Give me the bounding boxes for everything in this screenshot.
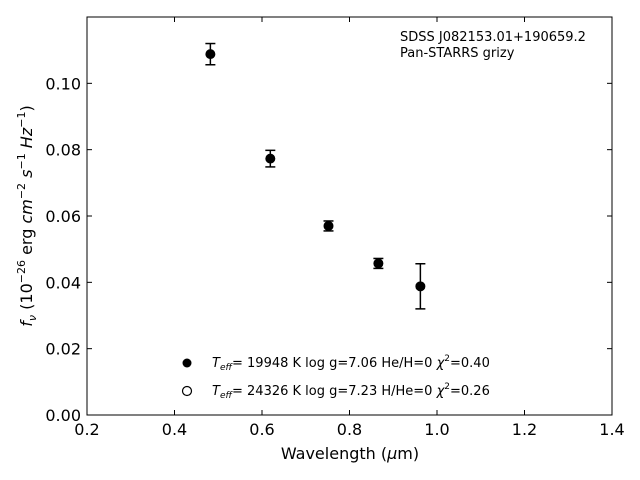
data-point xyxy=(415,281,426,292)
y-tick-label: 0.10 xyxy=(45,74,81,93)
data-point xyxy=(373,258,384,269)
y-tick-label: 0.06 xyxy=(45,207,81,226)
legend-marker-open xyxy=(181,385,193,397)
plot-area xyxy=(86,16,613,416)
x-tick-label: 0.8 xyxy=(337,420,362,439)
legend-label-model-1: Teff= 19948 K log g=7.06 He/H=0 χ2=0.40 xyxy=(212,354,490,373)
x-tick-label: 0.6 xyxy=(249,420,274,439)
y-tick-label: 0.02 xyxy=(45,340,81,359)
x-axis-ticks: 0.2 0.4 0.6 0.8 1.0 1.2 1.4 xyxy=(74,17,625,439)
x-axis-title: Wavelength (μm) xyxy=(281,444,419,463)
x-tick-label: 0.2 xyxy=(74,420,99,439)
y-axis-title: fν (10−26 erg cm−2 s−1 Hz−1) xyxy=(15,105,39,326)
y-tick-label: 0.08 xyxy=(45,141,81,160)
data-marks xyxy=(205,42,426,310)
y-axis-ticks: 0.00 0.02 0.04 0.06 0.08 0.10 xyxy=(45,74,612,425)
legend: Teff= 19948 K log g=7.06 He/H=0 χ2=0.40 … xyxy=(181,354,490,401)
x-tick-label: 1.2 xyxy=(512,420,537,439)
x-tick-label: 1.4 xyxy=(599,420,624,439)
data-point xyxy=(265,153,276,164)
legend-label-model-2: Teff= 24326 K log g=7.23 H/He=0 χ2=0.26 xyxy=(212,382,490,401)
data-point xyxy=(323,220,334,231)
annotation-survey-name: Pan-STARRS grizy xyxy=(400,46,515,61)
data-point xyxy=(205,49,216,60)
annotation-object-name: SDSS J082153.01+190659.2 xyxy=(400,30,586,45)
x-tick-label: 1.0 xyxy=(424,420,449,439)
y-tick-label: 0.00 xyxy=(45,406,81,425)
y-tick-label: 0.04 xyxy=(45,273,81,292)
legend-marker-filled xyxy=(182,358,192,368)
x-tick-label: 0.4 xyxy=(162,420,187,439)
